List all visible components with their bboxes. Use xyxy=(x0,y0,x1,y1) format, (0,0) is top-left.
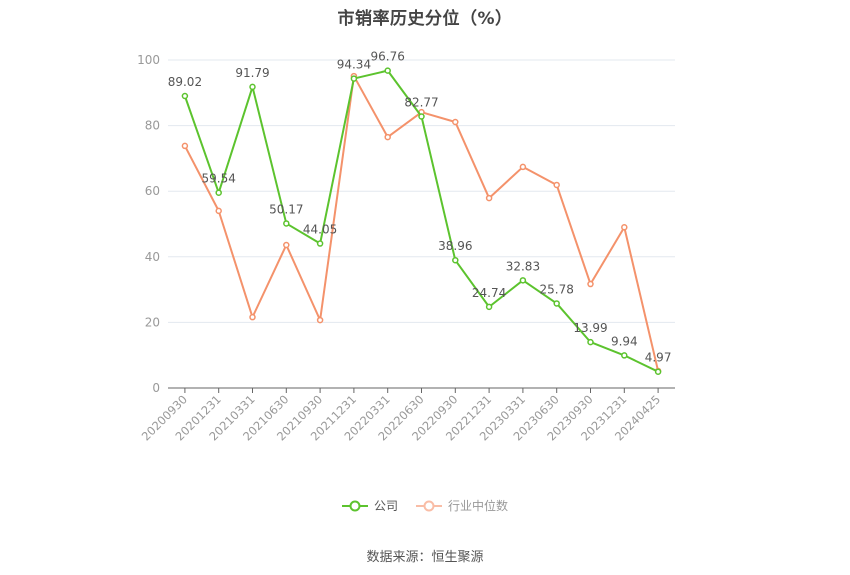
company-data-label: 50.17 xyxy=(269,202,303,216)
company-data-label: 89.02 xyxy=(168,75,202,89)
industry-point[interactable] xyxy=(519,163,527,171)
y-tick-label: 0 xyxy=(152,381,160,395)
company-point[interactable] xyxy=(587,338,594,346)
company-data-label: 94.34 xyxy=(337,58,371,72)
company-point[interactable] xyxy=(181,92,189,100)
industry-point[interactable] xyxy=(485,194,493,202)
industry-legend-icon xyxy=(416,500,442,511)
y-tick-label: 40 xyxy=(145,250,160,264)
legend-item-industry[interactable]: 行业中位数 xyxy=(416,497,508,514)
industry-point[interactable] xyxy=(553,181,560,189)
company-point[interactable] xyxy=(384,67,391,74)
industry-point[interactable] xyxy=(181,142,189,150)
industry-point[interactable] xyxy=(215,207,222,215)
legend-item-company[interactable]: 公司 xyxy=(341,497,398,514)
legend-label-company: 公司 xyxy=(373,499,398,513)
company-point[interactable] xyxy=(621,352,628,359)
industry-point[interactable] xyxy=(587,280,594,288)
data-source: 数据来源：恒生聚源 xyxy=(366,550,484,565)
company-data-label: 25.78 xyxy=(540,282,574,296)
y-tick-label: 20 xyxy=(145,315,160,329)
company-point[interactable] xyxy=(519,277,527,284)
company-data-label: 24.74 xyxy=(472,286,506,300)
company-data-label: 44.05 xyxy=(303,223,337,237)
company-point[interactable] xyxy=(418,113,425,120)
company-legend-icon xyxy=(341,500,368,511)
company-point[interactable] xyxy=(452,256,459,264)
company-point[interactable] xyxy=(654,368,662,375)
chart-title: 市销率历史分位（%） xyxy=(337,9,513,29)
industry-point[interactable] xyxy=(621,224,628,231)
company-point[interactable] xyxy=(283,220,290,227)
company-data-label: 32.83 xyxy=(506,259,540,273)
company-point[interactable] xyxy=(350,75,358,82)
industry-point[interactable] xyxy=(452,118,459,126)
industry-point[interactable] xyxy=(316,316,324,324)
y-tick-label: 100 xyxy=(137,53,160,67)
company-data-label: 59.54 xyxy=(202,172,236,186)
industry-point[interactable] xyxy=(384,133,391,141)
industry-point[interactable] xyxy=(283,241,290,249)
industry-point[interactable] xyxy=(249,313,256,321)
company-data-label: 13.99 xyxy=(573,321,607,335)
company-point[interactable] xyxy=(249,83,256,91)
company-point[interactable] xyxy=(485,303,493,311)
company-data-label: 96.76 xyxy=(371,50,405,64)
company-point[interactable] xyxy=(316,240,324,247)
company-data-label: 82.77 xyxy=(404,96,438,110)
company-data-label: 4.97 xyxy=(645,351,672,365)
legend: 公司 行业中位数 xyxy=(0,497,850,514)
y-tick-label: 60 xyxy=(145,184,160,198)
company-data-label: 91.79 xyxy=(235,66,269,80)
y-tick-label: 80 xyxy=(145,119,160,133)
company-data-label: 38.96 xyxy=(438,239,472,253)
company-data-label: 9.94 xyxy=(611,334,638,348)
company-point[interactable] xyxy=(553,300,560,307)
legend-label-industry: 行业中位数 xyxy=(448,499,509,513)
company-point[interactable] xyxy=(215,189,222,196)
